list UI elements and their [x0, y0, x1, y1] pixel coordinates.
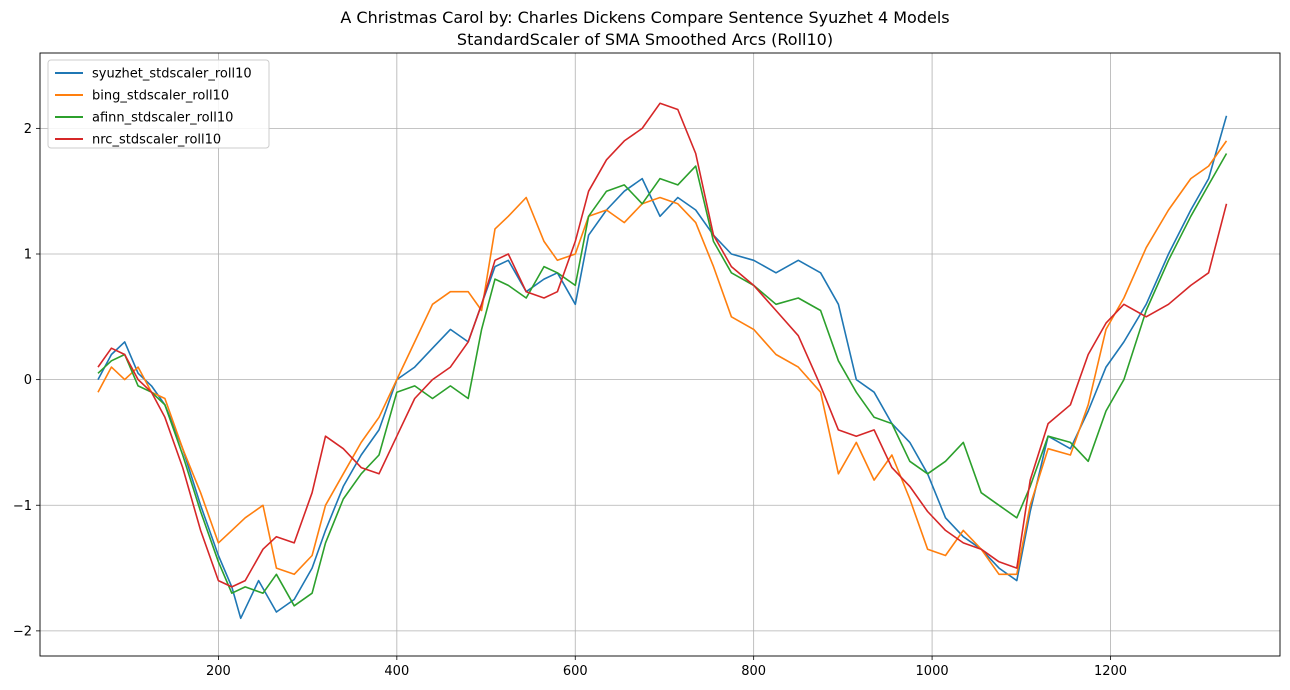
series-line-syuzhet_stdscaler_roll10: [97, 115, 1228, 620]
series-line-bing_stdscaler_roll10: [97, 140, 1228, 576]
y-tick-label: 1: [24, 248, 32, 263]
y-tick-label: −2: [13, 624, 32, 639]
y-tick-label: 0: [24, 373, 32, 388]
legend-label: syuzhet_stdscaler_roll10: [92, 67, 252, 82]
y-axis-ticks: −2 −1 0 1 2: [13, 122, 40, 639]
chart-subtitle: StandardScaler of SMA Smoothed Arcs (Rol…: [457, 30, 833, 49]
legend-label: afinn_stdscaler_roll10: [92, 111, 233, 126]
series-lines: [97, 102, 1228, 620]
y-tick-label: 2: [24, 122, 32, 137]
x-tick-label: 400: [384, 664, 409, 679]
plot-frame: [39, 52, 1281, 657]
series-line-nrc_stdscaler_roll10: [97, 102, 1228, 588]
series-line-afinn_stdscaler_roll10: [97, 153, 1228, 607]
x-tick-label: 1200: [1094, 664, 1127, 679]
x-tick-label: 1000: [916, 664, 949, 679]
x-tick-label: 600: [563, 664, 588, 679]
x-tick-label: 800: [741, 664, 766, 679]
legend: syuzhet_stdscaler_roll10 bing_stdscaler_r…: [47, 59, 270, 149]
y-tick-label: −1: [13, 499, 32, 514]
x-axis-ticks: 200 400 600 800 1000 1200: [206, 656, 1127, 679]
x-tick-label: 200: [206, 664, 231, 679]
chart-title: A Christmas Carol by: Charles Dickens Co…: [340, 8, 949, 27]
legend-box: [47, 59, 270, 149]
legend-label: bing_stdscaler_roll10: [92, 89, 229, 104]
legend-label: nrc_stdscaler_roll10: [92, 133, 221, 148]
x-gridlines: [218, 53, 1111, 656]
